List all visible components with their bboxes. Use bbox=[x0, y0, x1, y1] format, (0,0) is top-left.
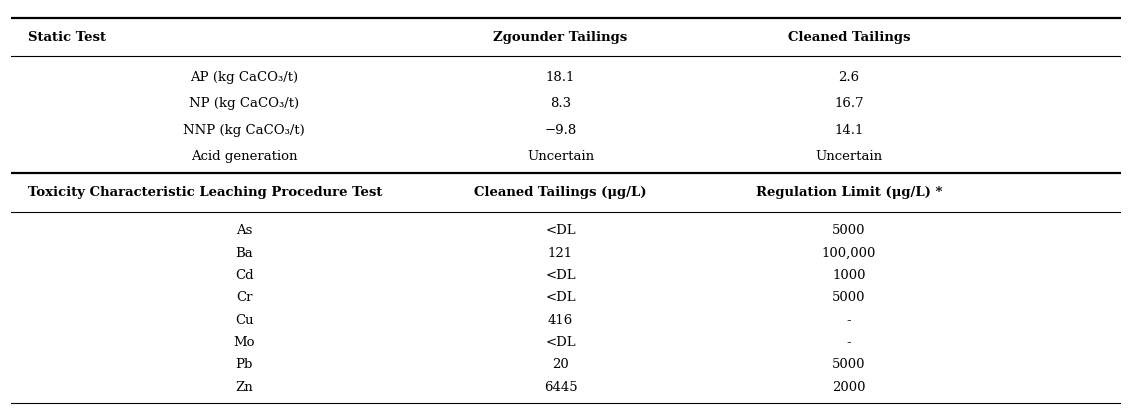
Text: Zn: Zn bbox=[235, 381, 254, 394]
Text: Pb: Pb bbox=[235, 359, 252, 371]
Text: Cu: Cu bbox=[235, 314, 254, 327]
Text: -: - bbox=[847, 336, 851, 349]
Text: <DL: <DL bbox=[546, 291, 576, 304]
Text: Static Test: Static Test bbox=[28, 31, 106, 44]
Text: 121: 121 bbox=[548, 247, 573, 259]
Text: 14.1: 14.1 bbox=[834, 124, 864, 137]
Text: Uncertain: Uncertain bbox=[815, 150, 883, 163]
Text: 5000: 5000 bbox=[832, 359, 866, 371]
Text: NNP (kg CaCO₃/t): NNP (kg CaCO₃/t) bbox=[183, 124, 306, 137]
Text: 5000: 5000 bbox=[832, 291, 866, 304]
Text: Zgounder Tailings: Zgounder Tailings bbox=[494, 31, 627, 44]
Text: As: As bbox=[237, 224, 252, 237]
Text: 2.6: 2.6 bbox=[839, 71, 859, 84]
Text: 1000: 1000 bbox=[832, 269, 866, 282]
Text: AP (kg CaCO₃/t): AP (kg CaCO₃/t) bbox=[190, 71, 299, 84]
Text: <DL: <DL bbox=[546, 336, 576, 349]
Text: 18.1: 18.1 bbox=[546, 71, 575, 84]
Text: 2000: 2000 bbox=[832, 381, 866, 394]
Text: −9.8: −9.8 bbox=[544, 124, 576, 137]
Text: Cr: Cr bbox=[237, 291, 252, 304]
Text: Regulation Limit (μg/L) *: Regulation Limit (μg/L) * bbox=[756, 186, 942, 199]
Text: 16.7: 16.7 bbox=[834, 97, 864, 110]
Text: Cd: Cd bbox=[235, 269, 254, 282]
Text: 8.3: 8.3 bbox=[550, 97, 571, 110]
Text: 20: 20 bbox=[552, 359, 568, 371]
Text: <DL: <DL bbox=[546, 269, 576, 282]
Text: 5000: 5000 bbox=[832, 224, 866, 237]
Text: <DL: <DL bbox=[546, 224, 576, 237]
Text: Cleaned Tailings: Cleaned Tailings bbox=[788, 31, 910, 44]
Text: 6445: 6445 bbox=[543, 381, 577, 394]
Text: NP (kg CaCO₃/t): NP (kg CaCO₃/t) bbox=[189, 97, 299, 110]
Text: 100,000: 100,000 bbox=[822, 247, 876, 259]
Text: -: - bbox=[847, 314, 851, 327]
Text: 416: 416 bbox=[548, 314, 573, 327]
Text: Cleaned Tailings (μg/L): Cleaned Tailings (μg/L) bbox=[474, 186, 646, 199]
Text: Toxicity Characteristic Leaching Procedure Test: Toxicity Characteristic Leaching Procedu… bbox=[28, 186, 383, 199]
Text: Uncertain: Uncertain bbox=[526, 150, 594, 163]
Text: Acid generation: Acid generation bbox=[191, 150, 298, 163]
Text: Mo: Mo bbox=[233, 336, 255, 349]
Text: Ba: Ba bbox=[235, 247, 254, 259]
